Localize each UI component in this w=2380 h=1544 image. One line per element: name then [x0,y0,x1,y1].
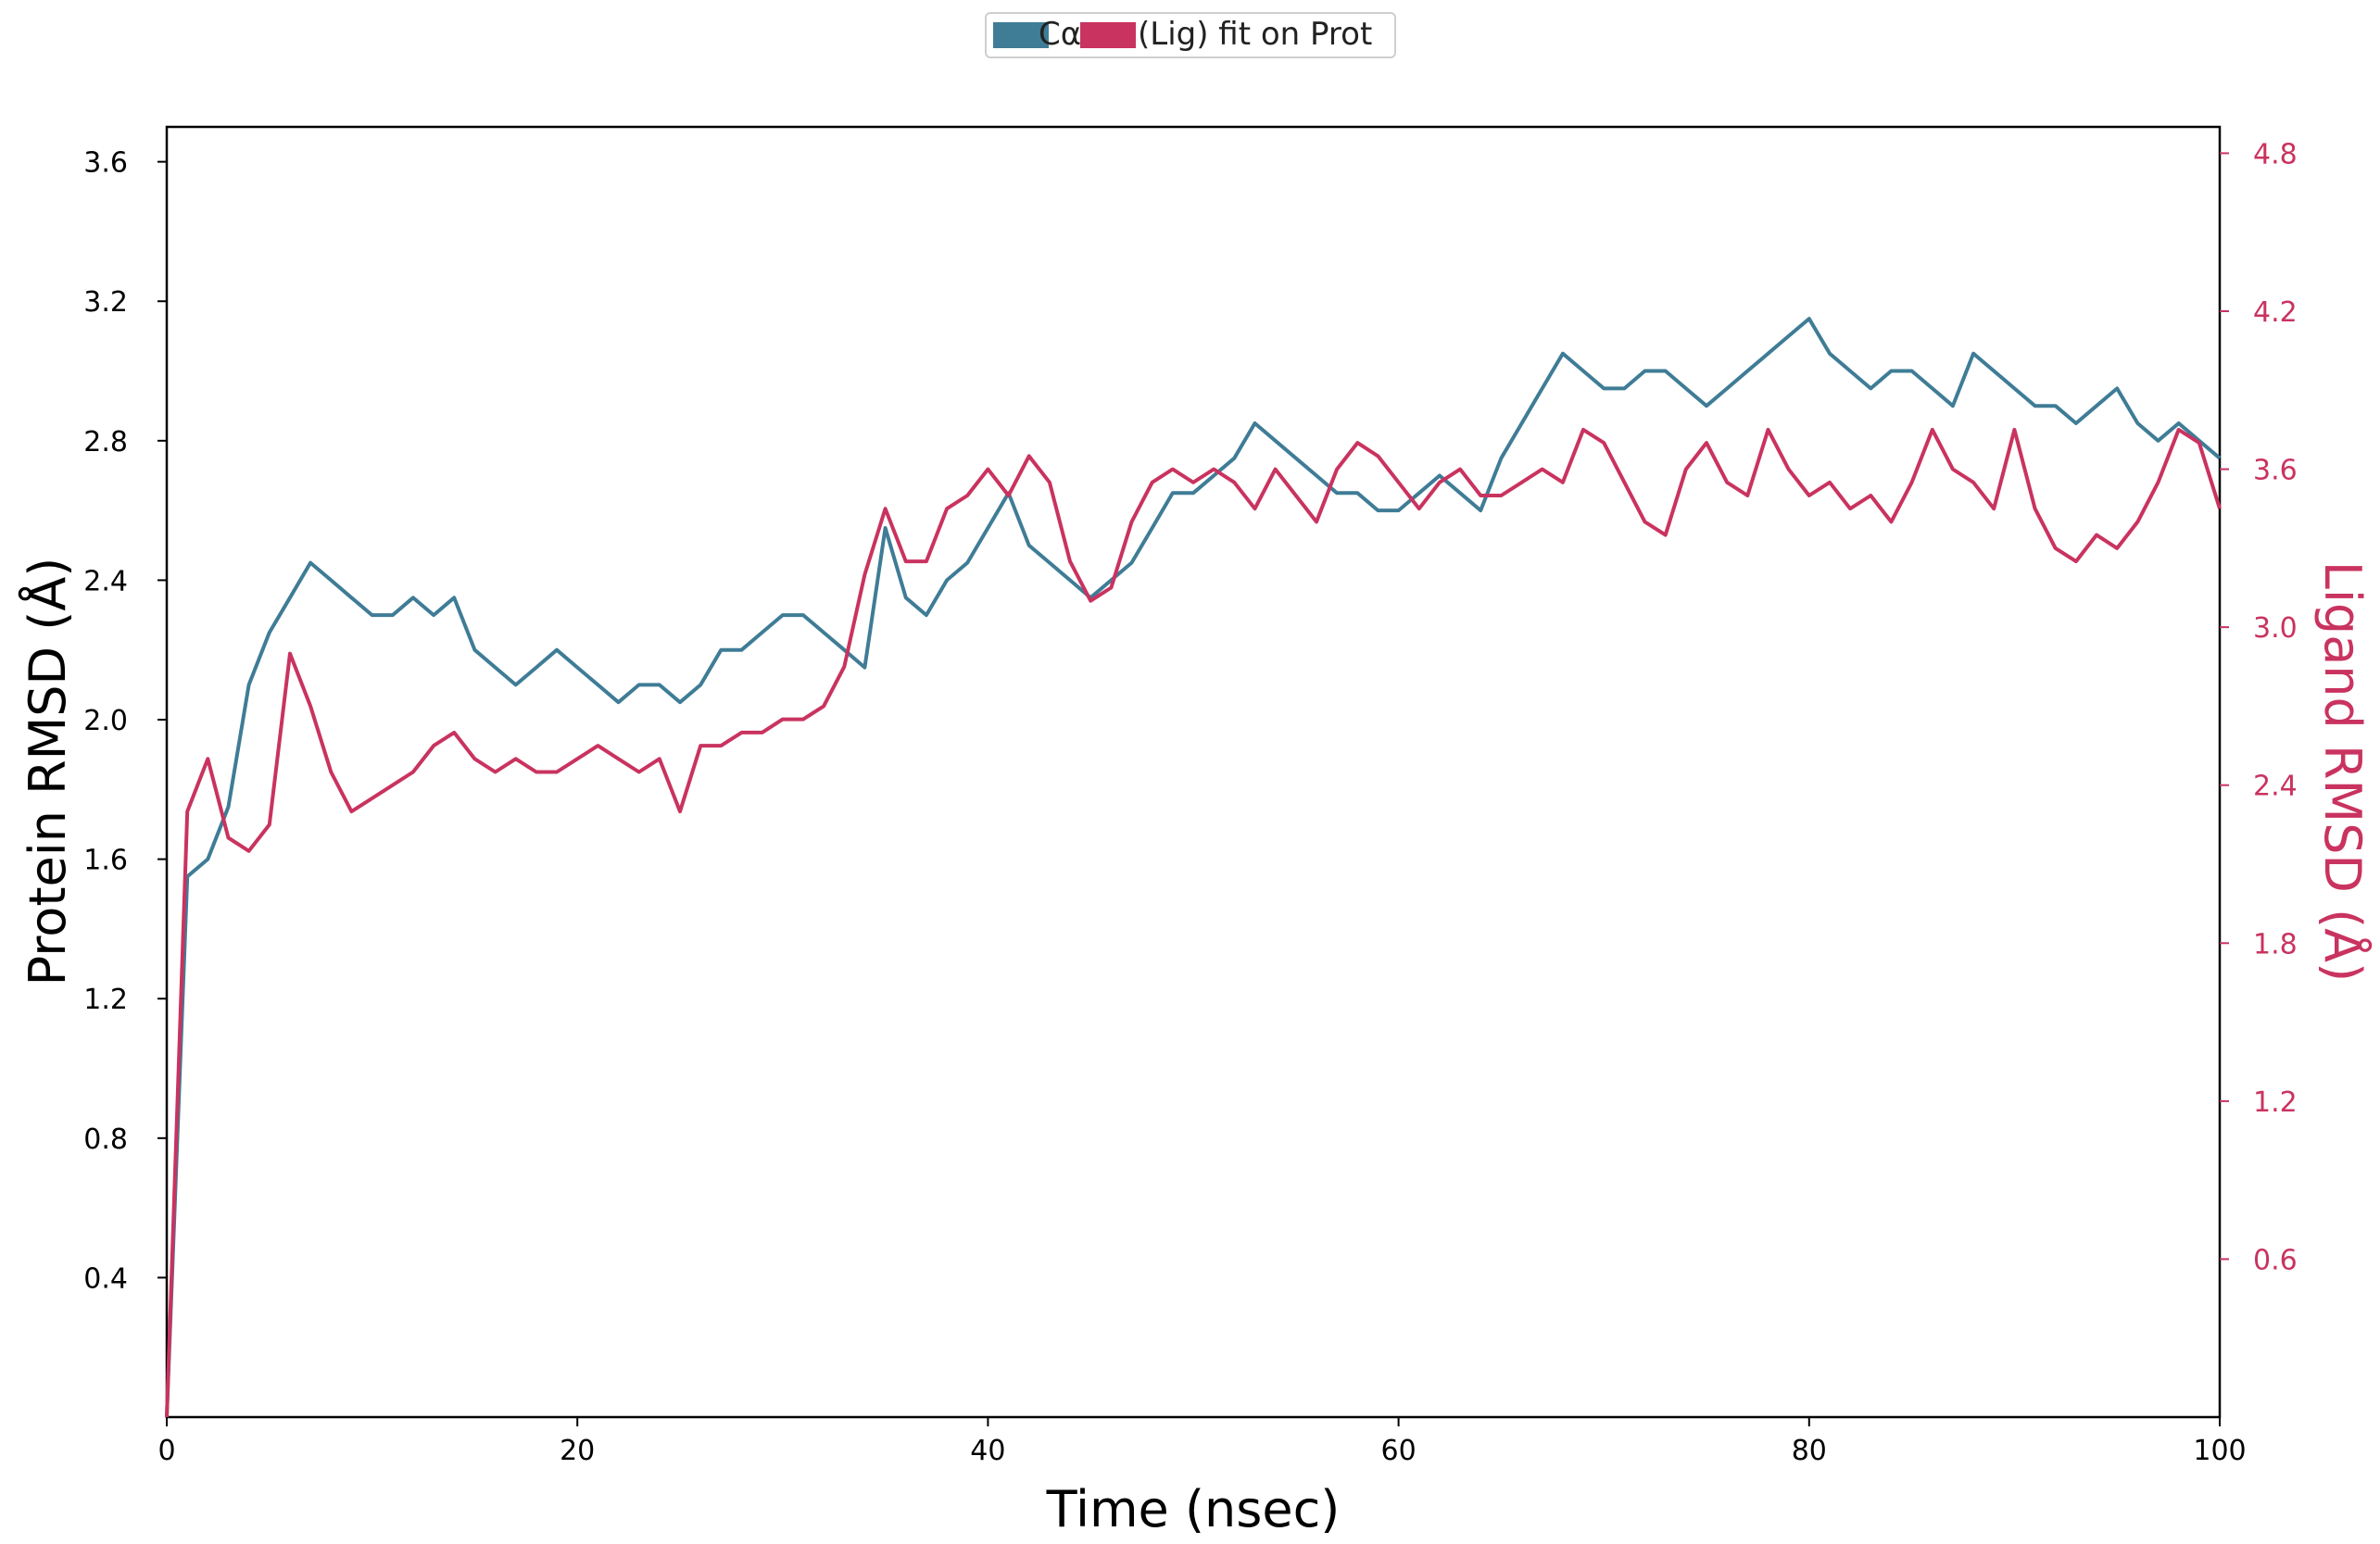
x-axis-title: Time (nsec) [1046,1480,1341,1538]
left-tick-label: 2.8 [83,426,128,458]
legend-swatch-protein [993,22,1049,48]
right-tick-label: 4.2 [2253,296,2298,329]
x-tick-label: 40 [970,1435,1005,1467]
x-tick-label: 0 [157,1435,175,1467]
plot-frame [165,125,2222,1419]
legend-swatch-ligand [1080,22,1136,48]
left-tick-label: 3.2 [83,286,128,319]
legend-label-protein: Cα [1039,16,1081,53]
x-tick-label: 80 [1792,1435,1827,1467]
left-tick-label: 1.2 [83,984,128,1016]
right-axis-title: Ligand RMSD (Å) [2313,561,2373,982]
right-tick-label: 0.6 [2253,1244,2298,1276]
right-tick-label: 2.4 [2253,771,2298,803]
legend-label-ligand: (Lig) fit on Prot [1138,16,1372,53]
legend: Cα (Lig) fit on Prot [985,12,1396,58]
left-tick-label: 2.0 [83,705,128,737]
right-tick-label: 1.8 [2253,928,2298,960]
left-tick-label: 3.6 [83,147,128,180]
x-tick-label: 20 [560,1435,595,1467]
protein-rmsd-line [165,317,2222,1418]
right-tick-label: 3.0 [2253,612,2298,645]
left-tick-label: 2.4 [83,565,128,597]
x-axis-ticks: 0 20 40 60 80 100 [157,1417,2247,1467]
left-axis-title: Protein RMSD (Å) [18,558,77,986]
right-axis-ticks: 0.6 1.2 1.8 2.4 3.0 3.6 4.2 4.8 [2220,138,2298,1276]
left-tick-label: 0.8 [83,1123,128,1156]
left-axis-ticks: 0.4 0.8 1.2 1.6 2.0 2.4 2.8 3.2 3.6 [83,147,167,1295]
right-tick-label: 3.6 [2253,455,2298,487]
series-layer [165,317,2222,1418]
x-tick-label: 60 [1381,1435,1417,1467]
x-tick-label: 100 [2193,1435,2246,1467]
right-tick-label: 1.2 [2253,1086,2298,1119]
left-tick-label: 0.4 [83,1262,128,1295]
left-tick-label: 1.6 [83,845,128,877]
right-tick-label: 4.8 [2253,138,2298,170]
ligand-rmsd-line [165,427,2222,1418]
